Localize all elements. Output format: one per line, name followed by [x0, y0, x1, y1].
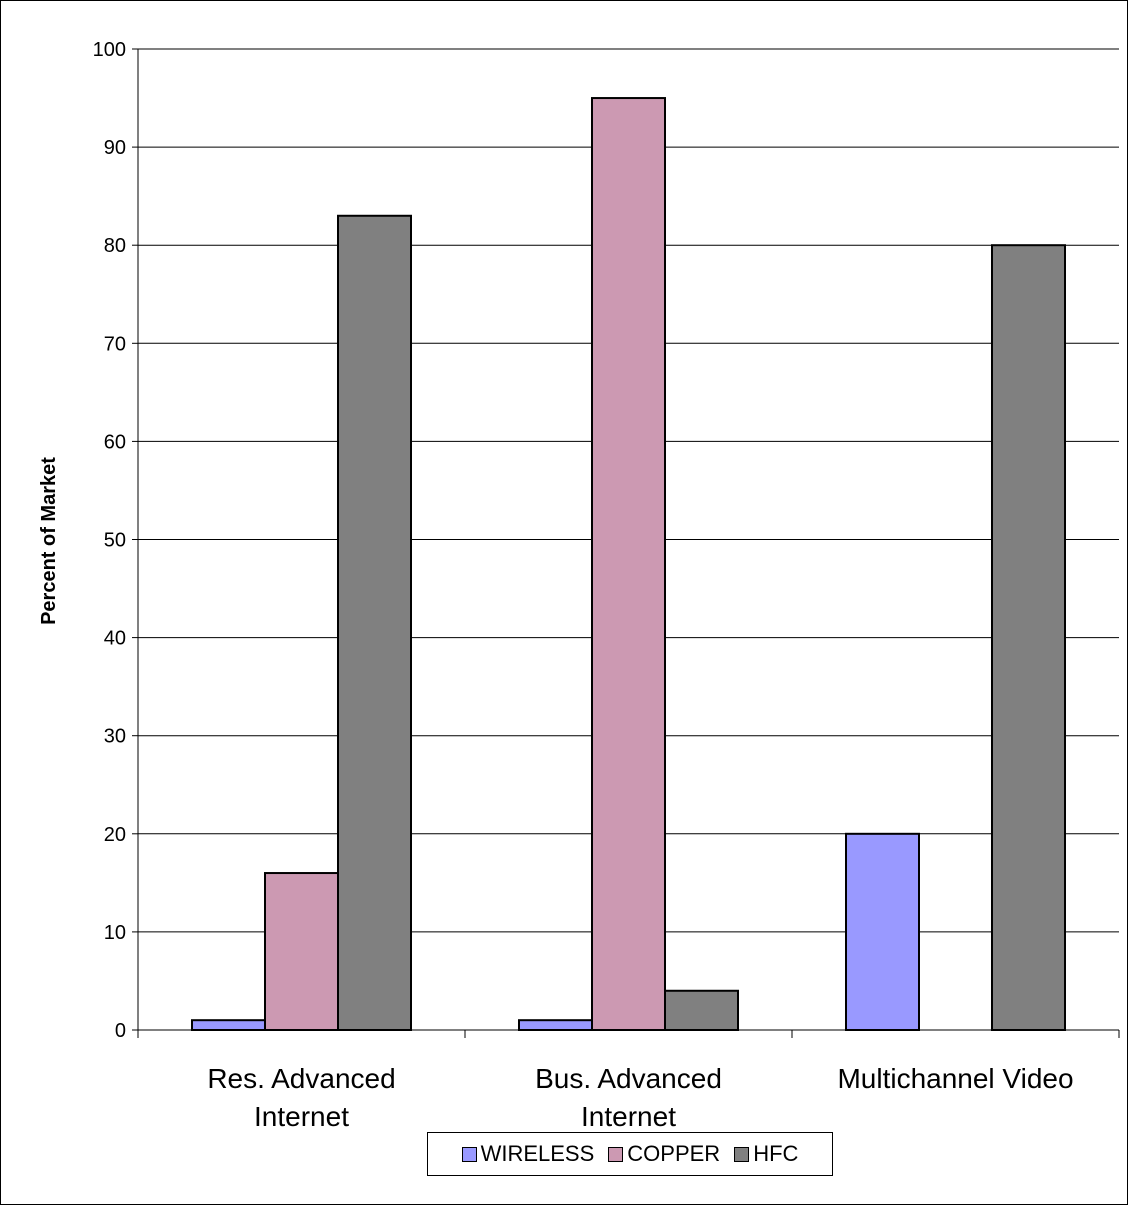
legend-label: HFC: [753, 1141, 799, 1166]
y-tick-label: 80: [104, 235, 126, 257]
y-axis-title: Percent of Market: [38, 457, 60, 625]
y-tick-label: 60: [104, 431, 126, 453]
axes: 0 10 20 30 40 50 60 70 80 90 100 Res. Advanced Inter…: [93, 39, 1120, 1132]
y-tick-label: 20: [104, 824, 126, 846]
x-category-label: Res. Advanced: [207, 1063, 395, 1094]
y-tick-label: 70: [104, 333, 126, 355]
bar-hfc-1: [664, 989, 739, 1032]
bar-wireless-1: [518, 1019, 593, 1032]
legend-swatch: [734, 1146, 750, 1162]
x-category-label: Internet: [581, 1101, 676, 1132]
y-tick-label: 90: [104, 137, 126, 159]
bars: [191, 97, 1066, 1032]
legend-label: WIRELESS: [480, 1141, 595, 1166]
legend-label: COPPER: [627, 1141, 721, 1166]
bar-hfc-2: [991, 244, 1066, 1031]
bar-copper-1: [591, 97, 666, 1032]
x-category-label: Bus. Advanced: [535, 1063, 722, 1094]
bar-wireless-0: [191, 1019, 266, 1032]
bar-wireless-2: [845, 832, 920, 1031]
x-category-label: Multichannel Video: [837, 1063, 1073, 1094]
y-tick-label: 50: [104, 530, 126, 552]
y-tick-label: 30: [104, 726, 126, 748]
y-tick-label: 0: [115, 1020, 126, 1042]
legend-item-wireless: WIRELESS: [461, 1141, 595, 1167]
legend-swatch: [461, 1146, 477, 1162]
y-tick-label: 40: [104, 628, 126, 650]
legend-item-hfc: HFC: [734, 1141, 798, 1167]
legend-swatch: [608, 1146, 624, 1162]
legend-item-copper: COPPER: [608, 1141, 720, 1167]
x-category-label: Internet: [254, 1101, 349, 1132]
bar-hfc-0: [337, 214, 412, 1031]
y-tick-label: 10: [104, 922, 126, 944]
y-tick-label: 100: [93, 39, 126, 61]
legend: WIRELESS COPPER HFC: [427, 1132, 833, 1176]
bar-copper-0: [264, 872, 339, 1031]
